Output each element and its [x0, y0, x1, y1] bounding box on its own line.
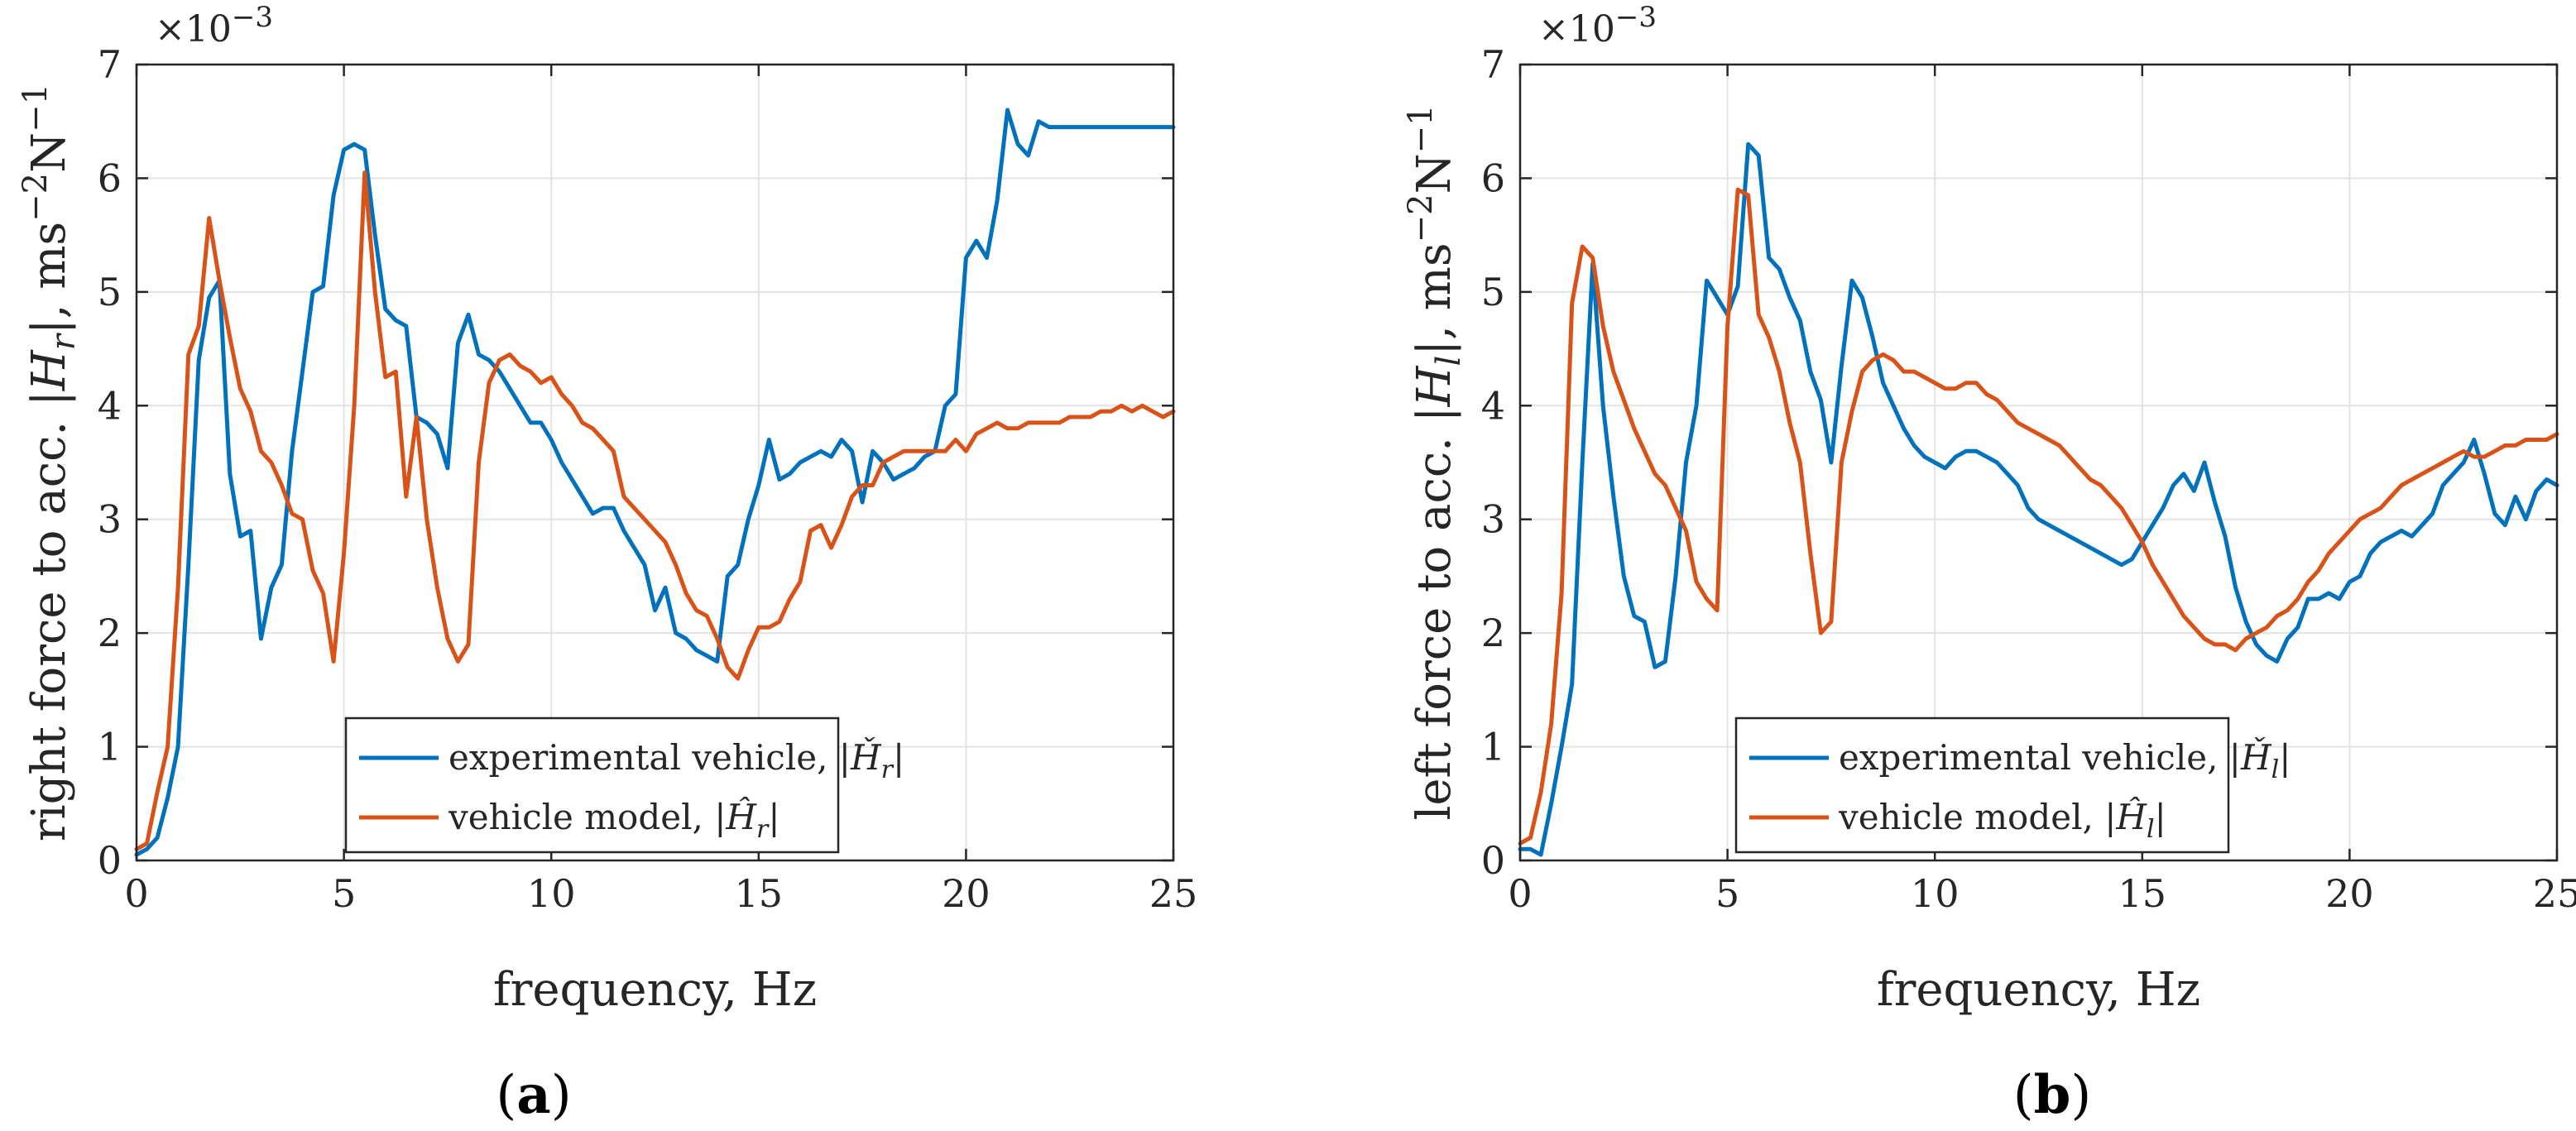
y-tick-label: 5	[1481, 270, 1505, 314]
x-tick-label: 0	[1508, 871, 1532, 916]
x-tick-label: 15	[2118, 871, 2167, 916]
y-tick-label: 4	[1481, 383, 1505, 428]
series-line-model	[134, 170, 1176, 851]
x-tick-label: 5	[332, 871, 356, 916]
y-exponent-label: ×10−3	[155, 1, 273, 50]
x-axis-title: frequency, Hz	[1877, 963, 2200, 1017]
chart-panel-b: 0 5 10 15 20 25 0 1 2 3 4 5 6 7 ×10−3 frequency, Hz left…	[1402, 1, 2576, 1126]
x-tick-label: 0	[124, 871, 148, 916]
y-tick-label: 7	[1481, 42, 1505, 87]
series-line-model	[1518, 187, 2559, 846]
legend-label-experimental: experimental vehicle, |Ȟr|	[449, 736, 904, 784]
y-tick-label: 0	[98, 838, 122, 883]
legend-label-model: vehicle model, |Ĥl|	[1838, 796, 2166, 844]
legend-box	[1734, 716, 2230, 854]
series-line-experimental	[134, 108, 1176, 857]
y-tick-label: 2	[1481, 611, 1505, 655]
chart-panel-a: 0 5 10 15 20 25 0 1 2 3 4 5 6 7 ×10−3 frequency, Hz righ…	[17, 1, 1197, 1126]
legend-box	[344, 716, 840, 854]
y-tick-label: 0	[1481, 838, 1505, 883]
x-tick-label: 25	[2533, 871, 2576, 916]
legend-label-experimental: experimental vehicle, |Ȟl|	[1839, 736, 2291, 784]
x-tick-label: 5	[1715, 871, 1739, 916]
y-tick-label: 5	[98, 270, 122, 314]
panel-label: (a)	[496, 1064, 571, 1126]
y-exponent-label: ×10−3	[1538, 1, 1657, 50]
y-tick-label: 6	[98, 156, 122, 200]
y-tick-label: 1	[98, 725, 122, 769]
y-tick-label: 2	[98, 611, 122, 655]
x-axis-title: frequency, Hz	[493, 963, 817, 1017]
series-line-experimental	[1518, 141, 2559, 857]
y-tick-label: 7	[98, 42, 122, 87]
legend: experimental vehicle, |Ȟl| vehicle model,…	[1734, 716, 2291, 854]
y-tick-label: 4	[98, 383, 122, 428]
y-axis-title: left force to acc. |Hl|, ms−2N−1	[1402, 104, 1468, 820]
axes-box	[135, 63, 1175, 862]
y-axis-title: right force to acc. |Hr|, ms−2N−1	[17, 84, 83, 841]
x-tick-label: 10	[1911, 871, 1960, 916]
x-tick-label: 25	[1149, 871, 1198, 916]
axes-box	[1518, 63, 2559, 862]
y-tick-label: 1	[1481, 725, 1505, 769]
y-tick-label: 6	[1481, 156, 1505, 200]
y-tick-label: 3	[98, 497, 122, 542]
x-tick-label: 20	[942, 871, 991, 916]
panel-label: (b)	[2013, 1064, 2092, 1126]
x-tick-label: 15	[735, 871, 784, 916]
legend: experimental vehicle, |Ȟr| vehicle model,…	[344, 716, 904, 854]
x-tick-label: 20	[2325, 871, 2374, 916]
legend-label-model: vehicle model, |Ĥr|	[448, 796, 780, 844]
y-tick-label: 3	[1481, 497, 1505, 542]
x-tick-label: 10	[527, 871, 576, 916]
